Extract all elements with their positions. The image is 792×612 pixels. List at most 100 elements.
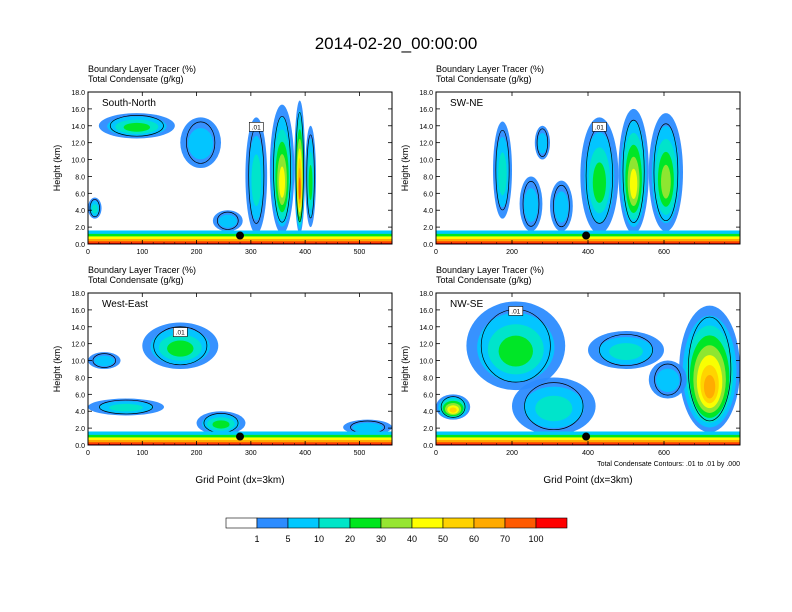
panel-header-tracer: Boundary Layer Tracer (%)	[88, 265, 196, 275]
condensate-contour	[89, 199, 100, 218]
panel-header-condensate: Total Condensate (g/kg)	[88, 74, 184, 84]
plume-shade	[523, 188, 539, 222]
x-tick-label: 0	[86, 249, 90, 256]
colorbar-label: 20	[345, 534, 355, 544]
y-tick-label: 18.0	[71, 90, 85, 97]
colorbar-label: 40	[407, 534, 417, 544]
contour-label-box	[172, 327, 188, 337]
condensate-contour	[295, 112, 304, 223]
tracer-plume	[142, 322, 219, 369]
x-tick-label: 400	[582, 450, 594, 457]
colorbar-label: 5	[285, 534, 290, 544]
colorbar-label: 10	[314, 534, 324, 544]
plume-shade	[167, 340, 194, 357]
contour-label: .01	[595, 124, 604, 131]
plume-shade	[703, 374, 716, 399]
tracer-plume	[98, 113, 175, 139]
plume-shade	[279, 166, 286, 198]
panel-header-condensate: Total Condensate (g/kg)	[436, 74, 532, 84]
tracer-plume	[648, 113, 684, 232]
y-tick-label: 2.0	[423, 225, 433, 232]
colorbar-swatch	[504, 517, 537, 529]
colorbar-label: 50	[438, 534, 448, 544]
x-tick-label: 0	[434, 249, 438, 256]
tracer-plume	[305, 125, 317, 228]
x-tick-label: 200	[191, 450, 203, 457]
condensate-contour	[536, 128, 549, 157]
plume-shade	[251, 154, 262, 207]
condensate-contour	[186, 121, 216, 164]
tracer-plume	[466, 301, 566, 391]
y-tick-label: 16.0	[419, 308, 433, 315]
plume-shade	[449, 407, 457, 413]
y-tick-label: 12.0	[71, 141, 85, 148]
location-marker	[582, 231, 591, 240]
y-tick-label: 0.0	[75, 242, 85, 249]
y-tick-label: 6.0	[75, 191, 85, 198]
y-tick-label: 4.0	[423, 208, 433, 215]
plume-shade	[91, 204, 98, 214]
tracer-plume	[519, 176, 543, 232]
plot-area: .01	[88, 293, 392, 445]
panel-header-condensate: Total Condensate (g/kg)	[436, 275, 532, 285]
x-tick-label: 0	[434, 450, 438, 457]
x-tick-label: 500	[354, 249, 366, 256]
colorbar-swatch	[411, 517, 444, 529]
tracer-plume	[196, 411, 246, 435]
x-tick-label: 200	[506, 450, 518, 457]
tracer-plume	[493, 121, 512, 219]
colorbar-label: 1	[254, 534, 259, 544]
condensate-contour	[99, 399, 153, 415]
tracer-plume	[588, 331, 664, 369]
contour-label-box	[248, 122, 264, 132]
y-axis-title: Height (km)	[52, 346, 62, 393]
plume-shade	[218, 214, 237, 228]
plot-area: .01	[436, 293, 740, 445]
y-tick-label: 0.0	[423, 242, 433, 249]
panel-label: SW-NE	[450, 98, 483, 109]
condensate-contour	[553, 184, 570, 228]
y-axis-title: Height (km)	[52, 145, 62, 192]
condensate-contour	[440, 396, 466, 418]
tracer-plume	[180, 117, 221, 168]
contour-label: .01	[176, 330, 185, 337]
condensate-contour	[622, 119, 645, 223]
colorbar-swatch	[380, 517, 413, 529]
plume-shade	[298, 177, 301, 200]
tracer-plume	[648, 360, 687, 399]
y-axis-title: Height (km)	[400, 346, 410, 393]
x-tick-label: 600	[658, 450, 670, 457]
location-marker	[236, 432, 244, 441]
tracer-plume	[294, 100, 306, 234]
condensate-contour	[687, 316, 732, 422]
y-axis-title: Height (km)	[400, 145, 410, 192]
panel-header-tracer: Boundary Layer Tracer (%)	[88, 64, 196, 74]
y-tick-label: 18.0	[419, 291, 433, 298]
colorbar-swatch	[287, 517, 320, 529]
y-tick-label: 10.0	[71, 158, 85, 165]
tracer-plume	[88, 398, 164, 416]
y-tick-label: 12.0	[71, 342, 85, 349]
y-tick-label: 4.0	[75, 409, 85, 416]
y-tick-label: 14.0	[419, 325, 433, 332]
plume-shade	[109, 403, 143, 412]
plume-shade	[656, 368, 680, 393]
colorbar-label: 30	[376, 534, 386, 544]
panels: Boundary Layer Tracer (%)Total Condensat…	[52, 64, 741, 486]
y-tick-label: 10.0	[419, 359, 433, 366]
x-tick-label: 400	[582, 249, 594, 256]
condensate-contour	[524, 382, 584, 431]
contour-label-box	[508, 306, 524, 316]
panel-label: NW-SE	[450, 299, 483, 310]
tracer-plume	[679, 305, 740, 433]
condensate-contour	[654, 363, 682, 396]
y-tick-label: 6.0	[423, 191, 433, 198]
panel-west-east: Boundary Layer Tracer (%)Total Condensat…	[52, 265, 393, 486]
y-tick-label: 0.0	[75, 443, 85, 450]
panel-nw-se: Boundary Layer Tracer (%)Total Condensat…	[400, 265, 741, 486]
plume-shade	[661, 164, 671, 199]
tracer-plume	[212, 210, 243, 232]
y-tick-label: 14.0	[419, 124, 433, 131]
x-tick-label: 200	[506, 249, 518, 256]
colorbar-swatch	[349, 517, 382, 529]
